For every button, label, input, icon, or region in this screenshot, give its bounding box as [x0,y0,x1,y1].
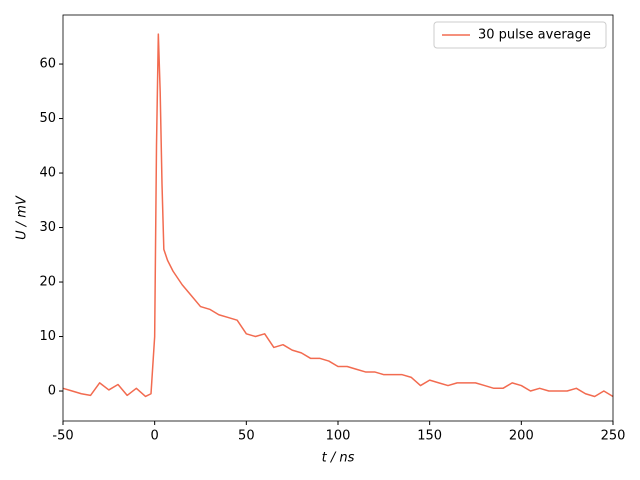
plot-frame [62,14,614,422]
x-tick-label: 100 [326,429,351,444]
y-tick-label: 60 [39,57,56,72]
y-tick-label: 50 [39,111,56,126]
x-axis-label: t / ns [322,451,355,466]
y-tick-label: 0 [48,384,56,399]
x-tick-label: 50 [238,429,255,444]
x-tick-label: -50 [52,429,73,444]
y-axis-label: U / mV [15,195,30,240]
y-tick-label: 40 [39,166,56,181]
x-tick-label: 250 [601,429,626,444]
x-tick-label: 200 [509,429,534,444]
legend-box [433,21,607,49]
y-tick-label: 20 [39,275,56,290]
legend-label: 30 pulse average [478,28,591,43]
x-tick-label: 150 [417,429,442,444]
y-tick-label: 10 [39,329,56,344]
line-series [62,33,614,398]
x-tick-label: 0 [151,429,159,444]
y-tick-label: 30 [39,220,56,235]
